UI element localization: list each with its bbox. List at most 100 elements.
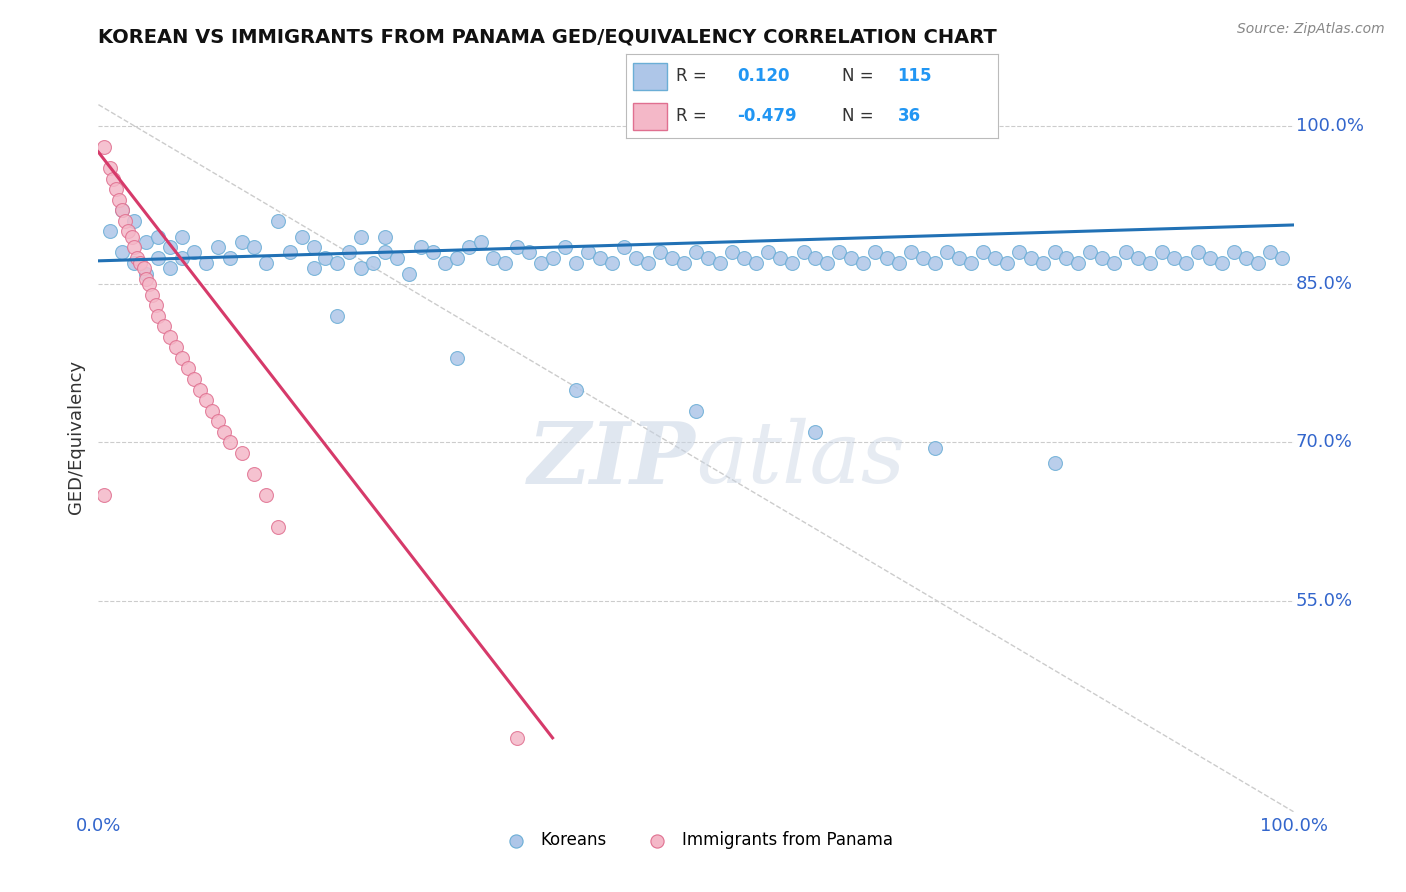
Point bbox=[745, 256, 768, 270]
Point bbox=[339, 245, 361, 260]
Point bbox=[1115, 245, 1137, 260]
Point bbox=[212, 425, 235, 439]
Point bbox=[602, 256, 624, 270]
Text: Source: ZipAtlas.com: Source: ZipAtlas.com bbox=[1237, 22, 1385, 37]
Point bbox=[924, 256, 946, 270]
Text: 85.0%: 85.0% bbox=[1296, 275, 1353, 293]
Point bbox=[231, 235, 253, 249]
Point bbox=[350, 229, 373, 244]
Point bbox=[117, 224, 139, 238]
Point bbox=[207, 414, 229, 428]
Text: R =: R = bbox=[676, 107, 707, 125]
Point bbox=[159, 330, 181, 344]
Point bbox=[302, 240, 325, 254]
Point bbox=[494, 256, 516, 270]
Point bbox=[876, 251, 898, 265]
Point bbox=[852, 256, 875, 270]
Point bbox=[685, 403, 707, 417]
Point bbox=[350, 261, 373, 276]
Point bbox=[243, 467, 266, 481]
Point bbox=[481, 251, 505, 265]
Point bbox=[98, 161, 122, 175]
Point bbox=[780, 256, 803, 270]
Point bbox=[153, 319, 176, 334]
Point bbox=[446, 351, 468, 365]
Point bbox=[148, 229, 170, 244]
Point bbox=[721, 245, 744, 260]
Text: 36: 36 bbox=[897, 107, 921, 125]
Point bbox=[1043, 245, 1066, 260]
Point bbox=[148, 251, 170, 265]
Point bbox=[936, 245, 959, 260]
Point bbox=[697, 251, 720, 265]
Point bbox=[554, 240, 576, 254]
Point bbox=[172, 351, 194, 365]
Point bbox=[541, 251, 564, 265]
Text: KOREAN VS IMMIGRANTS FROM PANAMA GED/EQUIVALENCY CORRELATION CHART: KOREAN VS IMMIGRANTS FROM PANAMA GED/EQU… bbox=[98, 28, 997, 47]
Point bbox=[315, 251, 337, 265]
Point bbox=[135, 267, 157, 281]
Point bbox=[231, 446, 253, 460]
Point bbox=[124, 213, 146, 227]
Point bbox=[828, 245, 851, 260]
Point bbox=[124, 256, 146, 270]
Point bbox=[111, 203, 134, 218]
Point bbox=[1199, 251, 1222, 265]
Point bbox=[517, 245, 540, 260]
Point bbox=[613, 240, 636, 254]
Point bbox=[243, 240, 266, 254]
Point bbox=[673, 256, 696, 270]
Point bbox=[422, 245, 444, 260]
Point bbox=[101, 171, 124, 186]
Point bbox=[1163, 251, 1185, 265]
Point bbox=[219, 435, 242, 450]
Text: -0.479: -0.479 bbox=[738, 107, 797, 125]
Point bbox=[141, 287, 163, 301]
Point bbox=[685, 245, 707, 260]
Point bbox=[398, 267, 420, 281]
Point bbox=[1258, 245, 1281, 260]
Point bbox=[111, 203, 134, 218]
Point bbox=[865, 245, 887, 260]
Point bbox=[219, 251, 242, 265]
Point bbox=[183, 245, 205, 260]
Point bbox=[302, 261, 325, 276]
Point bbox=[434, 256, 457, 270]
Point bbox=[105, 182, 128, 196]
Point bbox=[1234, 251, 1257, 265]
Point bbox=[815, 256, 838, 270]
Point bbox=[1223, 245, 1246, 260]
Point bbox=[1211, 256, 1233, 270]
Text: 100.0%: 100.0% bbox=[1296, 117, 1364, 135]
Point bbox=[565, 383, 588, 397]
Point bbox=[183, 372, 205, 386]
Point bbox=[637, 256, 659, 270]
Point bbox=[145, 298, 167, 312]
Point bbox=[900, 245, 922, 260]
Point bbox=[172, 229, 194, 244]
Text: 70.0%: 70.0% bbox=[1296, 434, 1353, 451]
Point bbox=[93, 488, 115, 502]
Point bbox=[129, 256, 152, 270]
Point bbox=[733, 251, 755, 265]
Point bbox=[1032, 256, 1054, 270]
FancyBboxPatch shape bbox=[633, 62, 666, 90]
Point bbox=[195, 256, 218, 270]
Point bbox=[135, 235, 157, 249]
Point bbox=[148, 309, 170, 323]
Point bbox=[648, 245, 672, 260]
Point bbox=[1043, 457, 1066, 471]
Point bbox=[793, 245, 815, 260]
Point bbox=[446, 251, 468, 265]
Point bbox=[995, 256, 1018, 270]
Text: N =: N = bbox=[842, 107, 873, 125]
Point bbox=[177, 361, 200, 376]
Point bbox=[756, 245, 779, 260]
Point bbox=[506, 731, 529, 745]
Point bbox=[948, 251, 970, 265]
Point bbox=[506, 240, 529, 254]
Point bbox=[1019, 251, 1042, 265]
Point bbox=[841, 251, 863, 265]
Point bbox=[1152, 245, 1174, 260]
Point bbox=[93, 140, 115, 154]
